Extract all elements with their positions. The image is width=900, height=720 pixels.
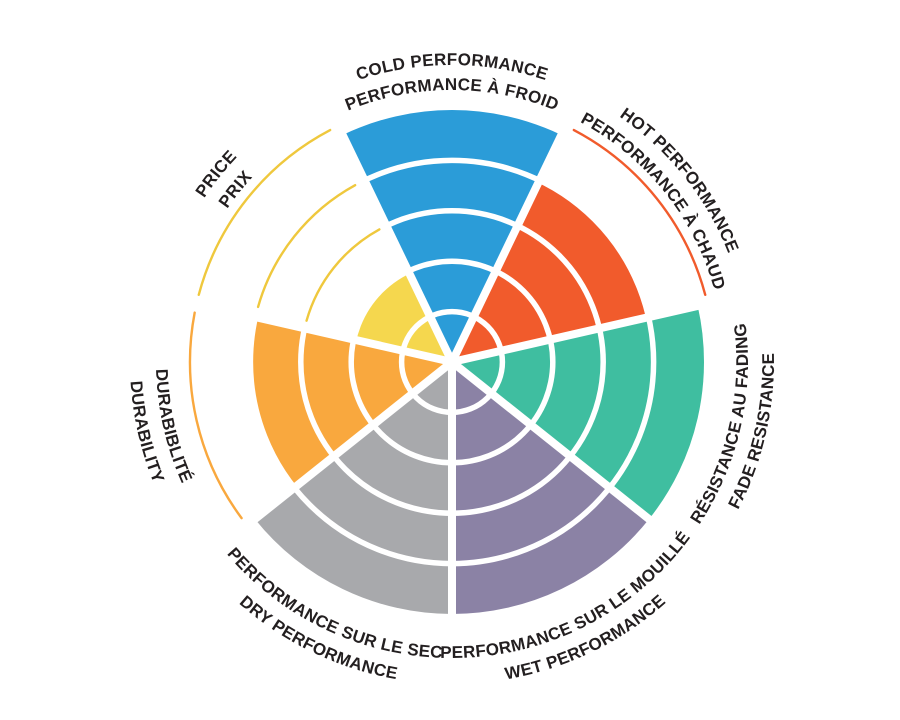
wedge-fade-resistance [452, 305, 704, 520]
outer-potential-arc-hot-performance [572, 128, 707, 297]
wedge-separator [248, 358, 455, 526]
unfilled-ring-arc-price [256, 183, 357, 309]
outer-potential-arc-price [197, 128, 332, 297]
wedge-separator [448, 128, 568, 364]
wedge-separator [200, 300, 453, 366]
wedge-separator [336, 128, 456, 364]
outer-potential-arc-durability [188, 311, 243, 520]
wedges [250, 110, 704, 614]
wedge-cold-performance [342, 110, 562, 362]
wedge-label-cold-performance-line2: PERFORMANCE À FROID [342, 75, 561, 114]
potential-arcs [188, 128, 707, 520]
wedge-separator [449, 358, 656, 526]
unfilled-ring-arc-price [305, 228, 381, 322]
wedge-separators [200, 128, 704, 619]
wedge-dry-performance [254, 362, 452, 614]
wedge-separator [451, 300, 704, 366]
wedge-wet-performance [452, 362, 650, 614]
